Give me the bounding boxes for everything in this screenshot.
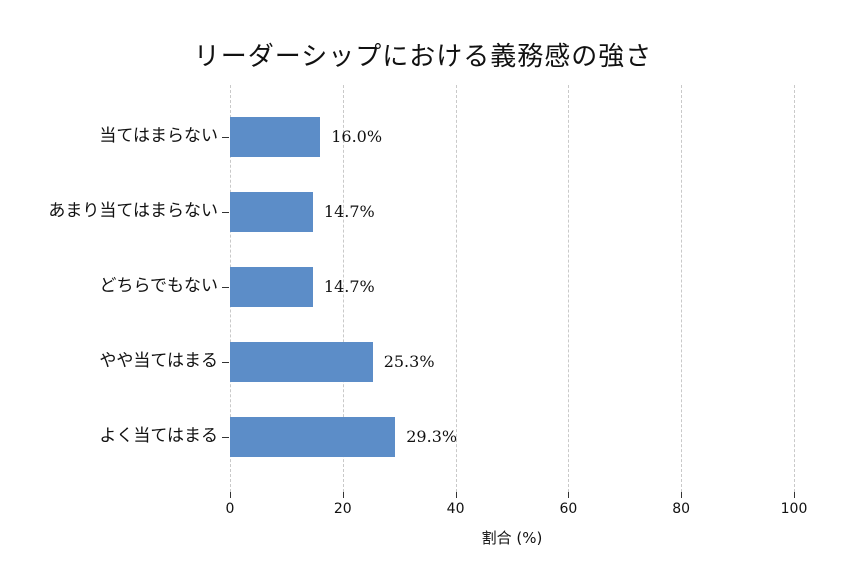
x-tick-40 — [455, 492, 457, 498]
gridline-x-40 — [455, 85, 457, 492]
bar-value-label-3: 25.3% — [383, 352, 435, 371]
gridline-x-60 — [568, 85, 570, 492]
y-tick-0 — [222, 137, 229, 138]
gridline-x-80 — [681, 85, 683, 492]
category-label-1: あまり当てはまらない — [48, 201, 218, 221]
x-tick-80 — [681, 492, 683, 498]
y-tick-2 — [222, 287, 229, 288]
x-tick-20 — [342, 492, 344, 498]
y-tick-4 — [222, 437, 229, 438]
y-tick-1 — [222, 212, 229, 213]
category-label-2: どちらでもない — [99, 276, 219, 296]
category-label-4: よく当てはまる — [99, 426, 218, 446]
x-tick-0 — [230, 492, 231, 498]
gridline-x-20 — [342, 85, 344, 492]
bar-value-label-4: 29.3% — [406, 427, 458, 446]
x-tick-label-40: 40 — [446, 501, 465, 517]
category-label-0: 当てはまらない — [99, 126, 218, 146]
bar-3 — [230, 342, 373, 382]
x-tick-label-0: 0 — [225, 501, 235, 517]
x-tick-label-100: 100 — [780, 501, 808, 517]
x-tick-100 — [794, 492, 795, 498]
bar-2 — [230, 267, 313, 307]
bar-value-label-2: 14.7% — [323, 277, 375, 296]
x-tick-label-60: 60 — [559, 501, 578, 517]
bar-1 — [230, 192, 313, 232]
x-tick-60 — [568, 492, 570, 498]
category-label-3: やや当てはまる — [99, 351, 218, 371]
plot-area: 16.0% 14.7% 14.7% 25.3% 29.3% — [230, 85, 795, 492]
gridline-x-100 — [794, 85, 795, 492]
bar-value-label-0: 16.0% — [331, 127, 383, 146]
y-tick-3 — [222, 362, 229, 363]
x-tick-label-80: 80 — [672, 501, 691, 517]
bar-value-label-1: 14.7% — [323, 202, 375, 221]
bar-0 — [230, 117, 321, 157]
x-tick-label-20: 20 — [333, 501, 352, 517]
x-axis-label: 割合 (%) — [481, 529, 543, 547]
chart-title: リーダーシップにおける義務感の強さ — [193, 42, 653, 72]
bar-4 — [230, 417, 396, 457]
